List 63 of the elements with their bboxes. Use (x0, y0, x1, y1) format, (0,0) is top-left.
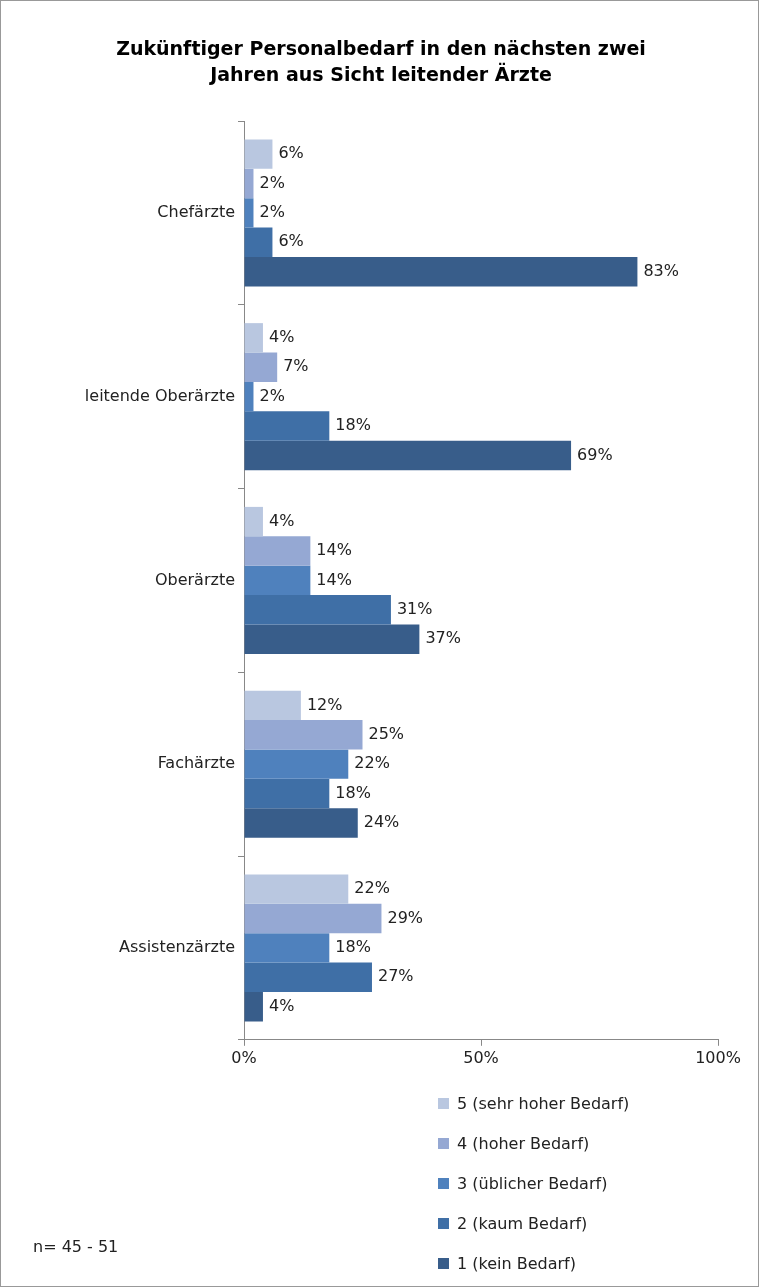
bar (244, 874, 349, 904)
legend-label: 3 (üblicher Bedarf) (457, 1173, 608, 1193)
bar (244, 808, 358, 838)
y-tick-label: Chefärzte (157, 202, 235, 222)
data-label: 2% (259, 385, 285, 405)
data-label: 29% (387, 907, 424, 927)
data-label: 2% (259, 172, 285, 192)
bar (244, 565, 311, 596)
data-label: 83% (643, 260, 679, 280)
bar (244, 440, 572, 471)
data-label: 7% (283, 356, 309, 376)
data-label: 4% (268, 510, 295, 530)
bar (244, 139, 273, 169)
data-label: 27% (377, 966, 414, 986)
bar (244, 962, 372, 993)
bar (244, 903, 382, 934)
bar (244, 749, 349, 779)
data-label: 18% (335, 782, 371, 802)
data-label: 4% (268, 995, 295, 1015)
data-label: 69% (577, 444, 613, 464)
data-label: 18% (335, 937, 371, 957)
legend-label: 1 (kein Bedarf) (457, 1253, 576, 1273)
data-label: 37% (425, 628, 461, 648)
bar (244, 227, 273, 257)
bar (244, 411, 330, 441)
bar (244, 595, 391, 625)
x-tick-label: 50% (463, 1047, 499, 1067)
data-label: 14% (316, 569, 352, 589)
bar (244, 536, 311, 566)
data-label: 14% (316, 540, 352, 560)
x-tick-label: 100% (695, 1047, 741, 1067)
legend-label: 2 (kaum Bedarf) (457, 1213, 588, 1233)
bar (244, 933, 330, 963)
x-tick-label: 0% (231, 1047, 257, 1067)
bar (244, 352, 278, 382)
data-label: 2% (259, 202, 285, 222)
bar (244, 690, 301, 721)
data-label: 6% (278, 143, 304, 163)
data-label: 24% (363, 812, 400, 832)
y-tick-label: Assistenzärzte (119, 937, 235, 957)
y-tick-label: Oberärzte (154, 569, 235, 589)
data-label: 25% (368, 723, 405, 743)
legend-label: 4 (hoher Bedarf) (457, 1133, 590, 1153)
bar (244, 778, 330, 809)
bar (244, 720, 363, 750)
bar (244, 198, 254, 228)
bar (244, 323, 263, 353)
data-label: 12% (306, 694, 343, 714)
bar (244, 506, 263, 537)
bar (244, 624, 420, 654)
data-label: 22% (354, 753, 390, 773)
y-tick-label: Fachärzte (157, 753, 235, 773)
bar (244, 256, 638, 287)
y-tick-label: leitende Oberärzte (84, 385, 235, 405)
chart-title: Zukünftiger Personalbedarf in den nächsten zwei Jahren aus Sicht leitender Ärzte (115, 36, 647, 87)
data-label: 31% (396, 598, 433, 618)
data-label: 22% (354, 878, 390, 898)
data-label: 6% (278, 231, 304, 251)
bar (244, 992, 263, 1022)
legend-label: 5 (sehr hoher Bedarf) (457, 1093, 630, 1113)
data-label: 4% (268, 326, 295, 346)
data-label: 18% (335, 415, 371, 435)
text: n= 45 - 51 (33, 1237, 119, 1256)
